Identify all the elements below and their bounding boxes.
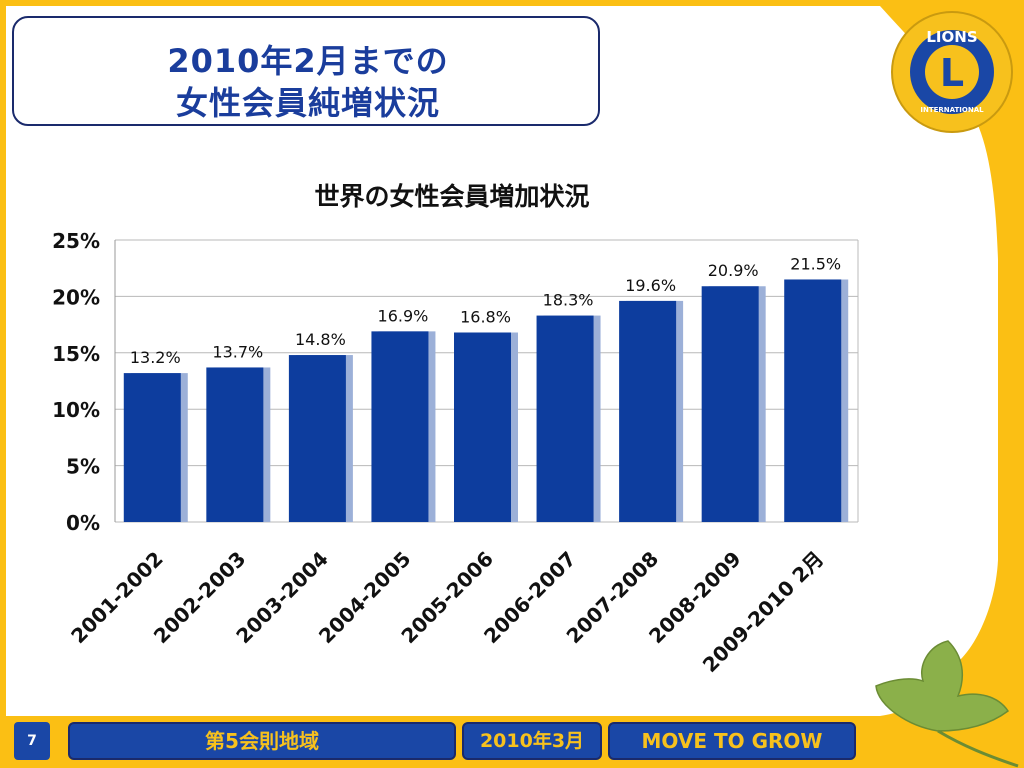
slide-title-box: 2010年2月までの 女性会員純増状況	[12, 16, 600, 126]
bar	[701, 286, 759, 522]
president-title: 国際会長	[670, 51, 714, 64]
logo-letter: L	[940, 51, 964, 95]
bar	[288, 355, 346, 522]
bar	[784, 279, 842, 522]
bar	[206, 367, 264, 522]
bar-data-label: 14.8%	[295, 330, 346, 349]
chart-data-labels: 13.2% 13.7% 14.8% 16.9% 16.8% 18.3% 19.6% 20.9%…	[130, 254, 841, 367]
bar	[619, 300, 677, 522]
y-tick-label: 0%	[66, 511, 100, 535]
slide-title-line-2: 女性会員純増状況	[175, 84, 440, 122]
bar	[454, 332, 511, 522]
y-tick-label: 25%	[52, 229, 100, 253]
bar	[536, 315, 594, 522]
bar-data-label: 19.6%	[625, 276, 676, 295]
slide-title-line-1: 2010年2月までの	[167, 42, 449, 80]
chart-y-ticks: 0% 5% 10% 15% 20% 25%	[52, 229, 100, 535]
y-tick-label: 15%	[52, 342, 100, 366]
bar-data-label: 20.9%	[708, 261, 759, 280]
bar-data-label: 16.9%	[378, 306, 429, 325]
chart-bars	[123, 279, 849, 522]
footer-district: 第5会則地域	[68, 722, 456, 760]
footer-slogan: MOVE TO GROW	[608, 722, 856, 760]
y-tick-label: 20%	[52, 285, 100, 309]
ginkgo-leaf-icon	[875, 640, 1019, 768]
chart-title: 世界の女性会員増加状況	[314, 182, 589, 211]
y-tick-label: 5%	[66, 455, 100, 479]
logo-top-text: LIONS	[926, 28, 977, 46]
bar-data-label: 21.5%	[790, 254, 841, 273]
president-name: エバハルト J. ヴィルフス	[668, 26, 897, 50]
y-tick-label: 10%	[52, 398, 100, 422]
chart-x-ticks: 2001-20022002-20032003-20042004-20052005…	[66, 547, 828, 677]
bar-data-label: 18.3%	[543, 291, 594, 310]
bar	[123, 373, 181, 522]
footer-date: 2010年3月	[462, 722, 602, 760]
bar-data-label: 16.8%	[460, 307, 511, 326]
bar	[371, 331, 429, 522]
bar-data-label: 13.2%	[130, 348, 181, 367]
page-number: 7	[14, 722, 50, 760]
logo-bottom-text: INTERNATIONAL	[920, 106, 984, 114]
bar-data-label: 13.7%	[212, 342, 263, 361]
lions-logo: L LIONS INTERNATIONAL	[891, 11, 1013, 133]
